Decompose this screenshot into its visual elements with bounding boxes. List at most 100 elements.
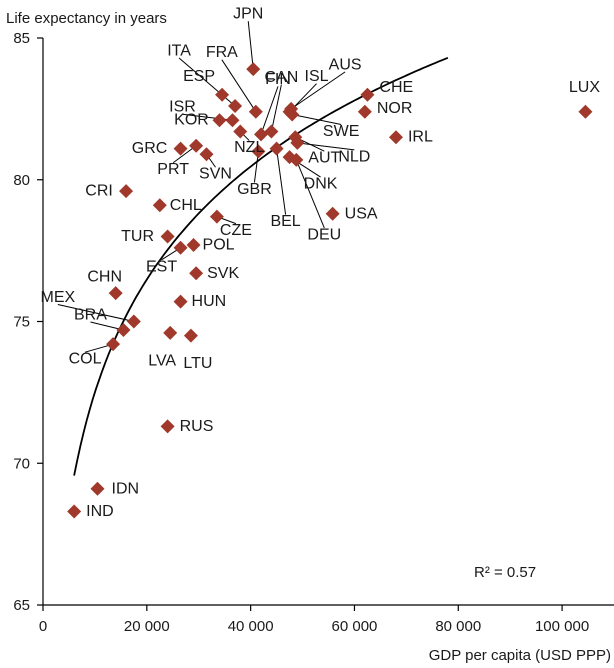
leader-line-swe [292,114,342,126]
x-tick-label: 40 000 [228,618,274,635]
data-point-can [264,124,279,139]
point-label-bra: BRA [74,307,107,324]
annotation-r-squared: R² = 0.57 [474,564,536,581]
x-tick-label: 100 000 [535,618,589,635]
point-label-idn: IDN [112,480,140,497]
data-point-prt [189,138,204,153]
point-label-mex: MEX [41,289,76,306]
y-tick-label: 80 [13,172,30,189]
data-point-kor [212,113,227,128]
leader-line-deu [295,159,325,229]
point-label-lva: LVA [148,352,176,369]
point-label-swe: SWE [323,123,359,140]
point-label-deu: DEU [307,226,341,243]
data-point-isl [282,104,297,119]
point-label-nor: NOR [377,100,413,117]
point-label-bel: BEL [270,213,300,230]
x-tick-label: 80 000 [435,618,481,635]
point-label-kor: KOR [174,112,209,129]
x-tick-label: 20 000 [124,618,170,635]
data-point-chn [108,286,123,301]
y-axis-title: Life expectancy in years [6,10,167,27]
point-label-jpn: JPN [233,6,263,23]
point-label-ind: IND [86,503,114,520]
leader-line-bel [276,148,287,215]
data-point-hun [173,294,188,309]
data-point-tur [160,229,175,244]
point-label-cri: CRI [85,183,113,200]
leader-line-fra [221,59,257,112]
point-label-pol: POL [203,236,235,253]
data-point-pol [186,237,201,252]
point-label-lux: LUX [569,79,600,96]
point-label-usa: USA [345,205,378,222]
leader-line-mex [57,304,134,322]
data-point-svn [199,147,214,162]
point-label-isr: ISR [169,99,196,116]
y-tick-label: 65 [13,597,30,614]
point-label-fra: FRA [206,44,238,61]
point-label-nzl: NZL [234,139,264,156]
point-label-tur: TUR [121,228,154,245]
data-point-rus [160,419,175,434]
data-point-nor [357,104,372,119]
leader-line-fin [260,86,279,135]
x-tick-label: 0 [39,618,47,635]
point-label-prt: PRT [157,161,189,178]
x-tick-label: 60 000 [332,618,378,635]
data-point-che [360,87,375,102]
axes: 65 70 75 80 85 0 20 000 40 000 60 000 80 000 100 0… [13,30,614,635]
data-point-est [173,240,188,255]
data-point-gbr [251,144,266,159]
leader-line-jpn [247,21,254,70]
leader-line-nld [297,142,355,151]
data-point-isr [225,113,240,128]
data-point-bel [269,141,284,156]
point-label-grc: GRC [132,140,168,157]
data-point-esp [215,87,230,102]
point-label-gbr: GBR [237,181,272,198]
data-point-jpn [246,62,261,77]
point-label-che: CHE [379,79,413,96]
data-point-nzl [233,124,248,139]
data-point-col [106,337,121,352]
point-label-est: EST [146,258,177,275]
point-label-chl: CHL [170,197,202,214]
data-point-aut [288,130,303,145]
point-label-rus: RUS [180,418,214,435]
point-label-chn: CHN [87,269,122,286]
data-point-dnk [282,150,297,165]
leader-line-can [270,84,282,132]
point-label-col: COL [69,351,102,368]
y-tick-label: 70 [13,455,30,472]
point-label-aut: AUT [308,150,340,167]
point-label-esp: ESP [183,68,215,85]
point-label-svk: SVK [207,265,239,282]
leader-line-aus [290,71,346,110]
data-point-usa [325,206,340,221]
y-tick-label: 75 [13,314,30,331]
point-label-aus: AUS [329,56,362,73]
data-point-idn [90,481,105,496]
data-points [67,62,593,519]
point-label-ltu: LTU [183,355,212,372]
point-label-can: CAN [265,69,299,86]
data-point-ind [67,504,82,519]
trendline-group [73,56,449,476]
y-tick-label: 85 [13,30,30,47]
data-point-mex [126,314,141,329]
data-point-ita [228,99,243,114]
point-label-irl: IRL [408,129,433,146]
data-point-fra [248,104,263,119]
trendline [73,56,449,476]
data-point-irl [388,130,403,145]
point-label-cze: CZE [220,222,252,239]
point-label-hun: HUN [192,293,227,310]
data-point-cri [119,184,134,199]
data-point-lva [163,325,178,340]
data-point-svk [189,266,204,281]
point-label-ita: ITA [167,43,191,60]
data-point-bra [116,323,131,338]
